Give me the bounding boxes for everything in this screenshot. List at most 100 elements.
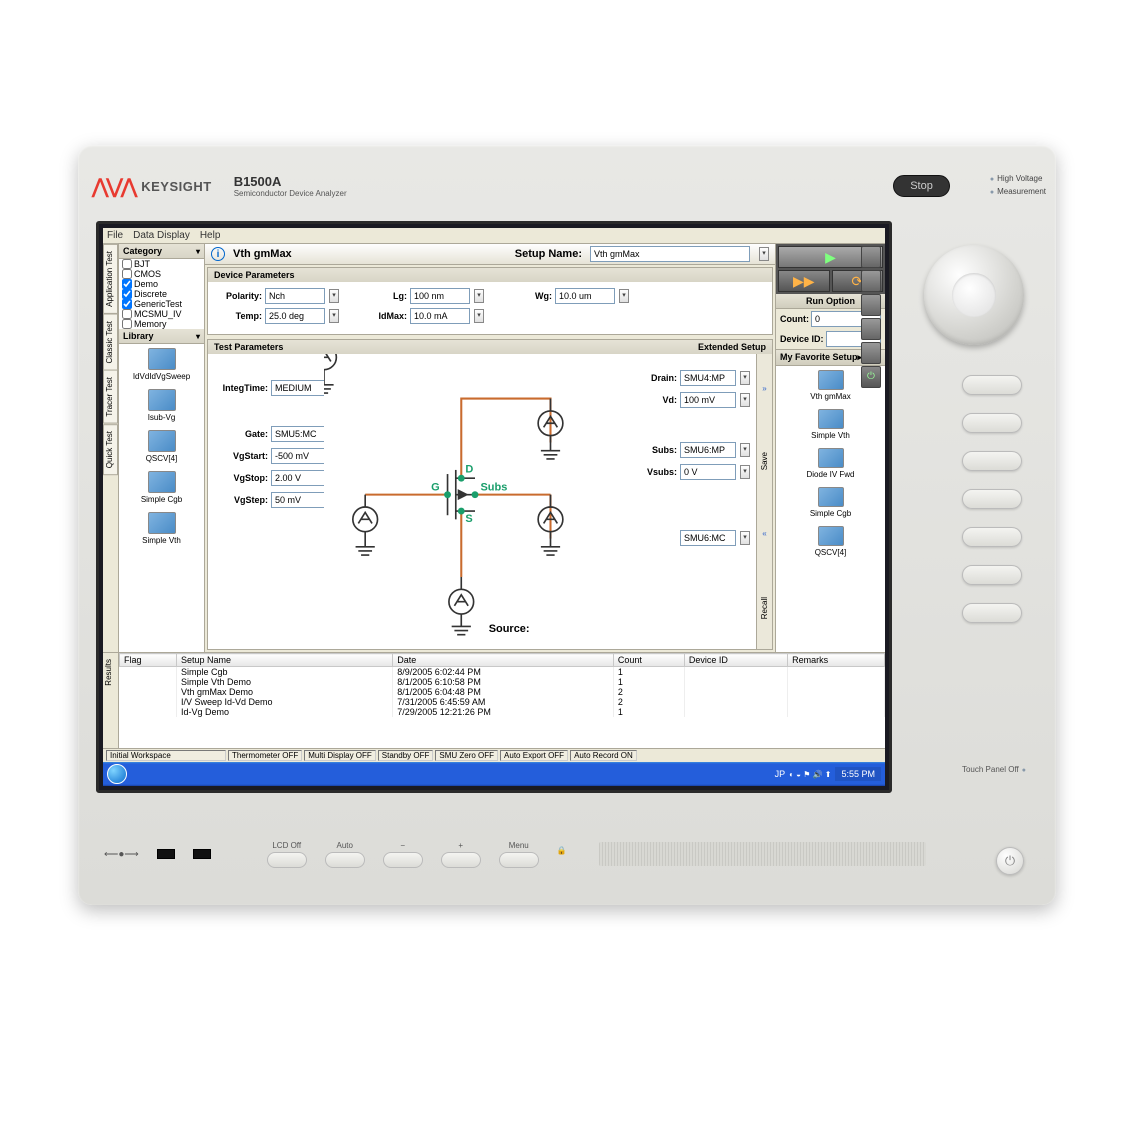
library-item[interactable]: IdVdIdVgSweep — [119, 344, 204, 385]
sidebar: Category▾ BJTCMOSDemoDiscreteGenericTest… — [119, 244, 205, 652]
vgstop-input[interactable] — [271, 470, 325, 486]
table-row[interactable]: Simple Vth Demo8/1/2005 6:10:58 PM1 — [120, 677, 885, 687]
category-header[interactable]: Category▾ — [119, 244, 204, 259]
integtime-input[interactable] — [271, 380, 325, 396]
windows-taskbar: JP ◐ ◒ ⚑ 🔊 ⬆ 5:55 PM — [103, 762, 885, 786]
dropdown-icon[interactable]: ▾ — [474, 309, 484, 323]
dropdown-icon[interactable]: ▾ — [619, 289, 629, 303]
usb-icon: ⟵●⟶ — [104, 849, 139, 860]
menu-file[interactable]: File — [107, 230, 123, 241]
dropdown-icon[interactable]: ▾ — [759, 247, 769, 261]
tab-classic-test[interactable]: Classic Test — [103, 314, 118, 371]
category-item[interactable]: CMOS — [119, 269, 204, 279]
favorite-item[interactable]: Simple Cgb — [776, 483, 885, 522]
softkey-6[interactable] — [962, 565, 1022, 585]
source-input[interactable] — [680, 530, 736, 546]
temp-input[interactable] — [265, 308, 325, 324]
power-button[interactable]: ⏻ — [996, 847, 1024, 875]
language-indicator[interactable]: JP — [775, 769, 786, 779]
utility-buttons: ⏻ — [859, 244, 883, 390]
category-item[interactable]: GenericTest — [119, 299, 204, 309]
category-item[interactable]: BJT — [119, 259, 204, 269]
vertical-tabs: Application Test Classic Test Tracer Tes… — [103, 244, 119, 652]
lg-input[interactable] — [410, 288, 470, 304]
start-button[interactable] — [107, 764, 127, 784]
menu-data-display[interactable]: Data Display — [133, 230, 190, 241]
tab-tracer-test[interactable]: Tracer Test — [103, 370, 118, 424]
table-row[interactable]: Simple Cgb8/9/2005 6:02:44 PM1 — [120, 667, 885, 678]
brand-name: KEYSIGHT — [141, 179, 211, 194]
gate-input[interactable] — [271, 426, 325, 442]
util-btn-2[interactable] — [861, 270, 881, 292]
library-item[interactable]: Isub-Vg — [119, 385, 204, 426]
dropdown-icon[interactable]: ▾ — [474, 289, 484, 303]
svg-text:S: S — [465, 513, 472, 525]
table-row[interactable]: I/V Sweep Id-Vd Demo7/31/2005 6:45:59 AM… — [120, 697, 885, 707]
util-power-button[interactable]: ⏻ — [861, 366, 881, 388]
vgstart-input[interactable] — [271, 448, 325, 464]
vgstep-input[interactable] — [271, 492, 325, 508]
category-item[interactable]: MCSMU_IV — [119, 309, 204, 319]
rotary-knob[interactable] — [924, 245, 1024, 345]
extended-setup-link[interactable]: Extended Setup — [698, 342, 766, 352]
util-btn-1[interactable] — [861, 246, 881, 268]
plus-button[interactable] — [441, 852, 481, 868]
auto-button[interactable] — [325, 852, 365, 868]
favorite-item[interactable]: Diode IV Fwd — [776, 444, 885, 483]
status-auto-record: Auto Record ON — [570, 750, 637, 761]
dropdown-icon[interactable]: ▾ — [329, 309, 339, 323]
info-icon: i — [211, 247, 225, 261]
results-tab[interactable]: Results — [103, 653, 119, 748]
softkey-7[interactable] — [962, 603, 1022, 623]
softkey-4[interactable] — [962, 489, 1022, 509]
recall-tab[interactable]: Recall — [760, 597, 769, 619]
softkey-3[interactable] — [962, 451, 1022, 471]
setup-name-input[interactable] — [590, 246, 750, 262]
minus-button[interactable] — [383, 852, 423, 868]
model-block: B1500A Semiconductor Device Analyzer — [234, 174, 347, 198]
repeat-button[interactable]: ▶▶ — [778, 270, 830, 292]
setup-titlebar: i Vth gmMax Setup Name: ▾ — [205, 244, 775, 265]
util-btn-3[interactable] — [861, 294, 881, 316]
table-row[interactable]: Vth gmMax Demo8/1/2005 6:04:48 PM2 — [120, 687, 885, 697]
softkey-5[interactable] — [962, 527, 1022, 547]
idmax-input[interactable] — [410, 308, 470, 324]
brand: ⋀⋁⋀ KEYSIGHT — [92, 174, 212, 199]
softkey-2[interactable] — [962, 413, 1022, 433]
library-item[interactable]: QSCV[4] — [119, 426, 204, 467]
menu-button[interactable] — [499, 852, 539, 868]
subs-input[interactable] — [680, 442, 736, 458]
expand-icon[interactable]: » — [762, 384, 766, 393]
tab-application-test[interactable]: Application Test — [103, 244, 118, 314]
drain-input[interactable] — [680, 370, 736, 386]
vsubs-input[interactable] — [680, 464, 736, 480]
category-item[interactable]: Demo — [119, 279, 204, 289]
softkey-1[interactable] — [962, 375, 1022, 395]
usb-port-2[interactable] — [193, 849, 211, 859]
category-item[interactable]: Memory — [119, 319, 204, 329]
collapse-icon[interactable]: « — [762, 529, 766, 538]
category-item[interactable]: Discrete — [119, 289, 204, 299]
polarity-input[interactable] — [265, 288, 325, 304]
vd-input[interactable] — [680, 392, 736, 408]
clock[interactable]: 5:55 PM — [835, 767, 881, 781]
util-btn-5[interactable] — [861, 342, 881, 364]
test-parameters-panel: Test Parameters Extended Setup IntegTime… — [207, 339, 773, 650]
stop-button[interactable]: Stop — [893, 175, 950, 197]
library-item[interactable]: Simple Cgb — [119, 467, 204, 508]
menu-help[interactable]: Help — [200, 230, 221, 241]
library-item[interactable]: Simple Vth — [119, 508, 204, 549]
lcd-off-button[interactable] — [267, 852, 307, 868]
dropdown-icon[interactable]: ▾ — [329, 289, 339, 303]
util-btn-4[interactable] — [861, 318, 881, 340]
test-parameters-header: Test Parameters Extended Setup — [208, 340, 772, 354]
save-tab[interactable]: Save — [760, 452, 769, 470]
library-header[interactable]: Library▾ — [119, 329, 204, 344]
wg-input[interactable] — [555, 288, 615, 304]
favorite-item[interactable]: Simple Vth — [776, 405, 885, 444]
usb-port-1[interactable] — [157, 849, 175, 859]
device-parameters-panel: Device Parameters Polarity:▾ Lg:▾ Wg:▾ T… — [207, 267, 773, 335]
favorite-item[interactable]: QSCV[4] — [776, 522, 885, 561]
tab-quick-test[interactable]: Quick Test — [103, 424, 118, 475]
table-row[interactable]: Id-Vg Demo7/29/2005 12:21:26 PM1 — [120, 707, 885, 717]
